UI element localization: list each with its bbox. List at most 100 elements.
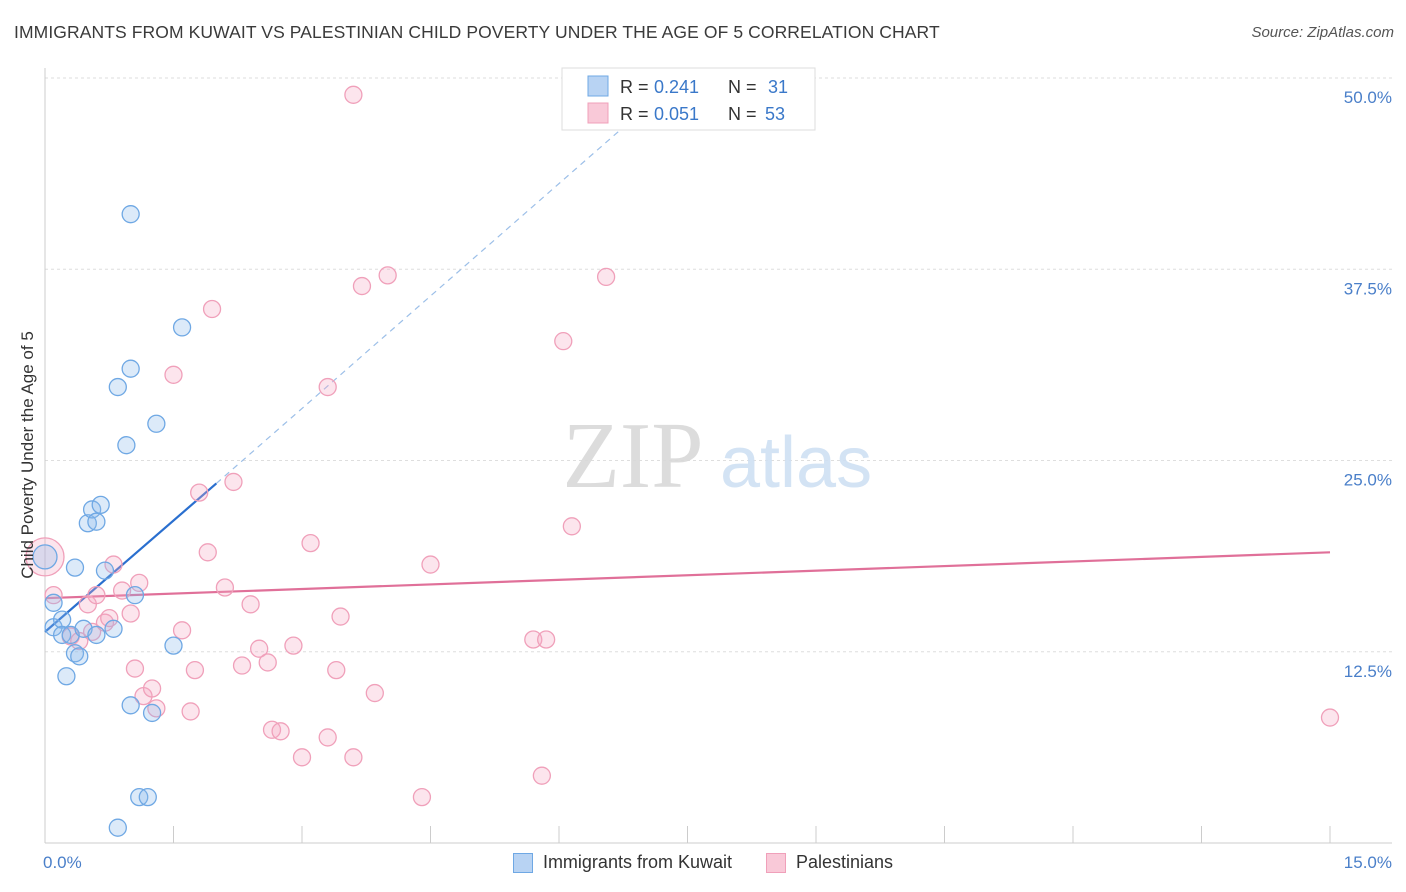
kuwait-point	[121, 359, 140, 378]
x-tick-label-max: 15.0%	[1344, 853, 1392, 872]
kuwait-point	[52, 610, 72, 629]
palestinians-point	[292, 748, 312, 767]
palestinians-point	[198, 543, 217, 562]
palestinians-point	[215, 578, 235, 597]
kuwait-point	[121, 696, 140, 715]
watermark-atlas: atlas	[720, 423, 872, 503]
palestinians-swatch	[765, 852, 786, 873]
legend-r-label-1: R =	[620, 77, 649, 97]
palestinians-point	[250, 639, 269, 658]
palestinians-point	[365, 683, 384, 703]
axes	[44, 68, 1392, 844]
kuwait-point	[95, 561, 115, 580]
y-tick-label-1: 25.0%	[1344, 471, 1392, 490]
kuwait-point	[147, 414, 166, 433]
kuwait-point	[138, 787, 157, 807]
kuwait-point	[70, 647, 89, 666]
palestinians-point	[554, 332, 573, 351]
legend-item-palestinians: Palestinians	[765, 852, 894, 873]
kuwait-trend-extension	[215, 108, 646, 484]
palestinians-point	[331, 607, 350, 626]
legend-r-value-2: 0.051	[654, 104, 699, 124]
palestinians-point	[596, 267, 616, 287]
palestinians-point	[125, 659, 145, 678]
kuwait-point	[108, 377, 127, 397]
stats-legend: R = 0.241 N = 31 R = 0.051 N = 53	[561, 67, 816, 131]
palestinians-point	[318, 377, 337, 397]
kuwait-points	[32, 205, 192, 837]
kuwait-point	[87, 625, 106, 645]
series-legend: Immigrants from Kuwait Palestinians	[0, 852, 1406, 873]
palestinians-point	[562, 517, 581, 536]
palestinians-point	[87, 585, 106, 605]
palestinians-point	[44, 585, 63, 605]
trend-lines	[44, 108, 1331, 633]
palestinians-point	[190, 483, 209, 502]
palestinians-point	[172, 621, 192, 640]
palestinians-point	[25, 537, 65, 577]
legend-n-value-1: 31	[768, 77, 788, 97]
palestinians-point	[224, 472, 243, 492]
tick-labels: 12.5% 25.0% 37.5% 50.0% 0.0% 15.0%	[43, 88, 1392, 872]
palestinians-point	[327, 660, 346, 680]
gridlines	[45, 77, 1392, 653]
palestinians-point	[232, 656, 252, 675]
watermark-zip: ZIP	[563, 404, 704, 508]
palestinians-point	[378, 266, 397, 285]
legend-n-label-1: N =	[728, 77, 757, 97]
kuwait-point	[87, 512, 106, 531]
kuwait-point	[108, 818, 127, 837]
watermark: ZIP atlas	[563, 404, 873, 508]
palestinians-point	[412, 787, 432, 807]
kuwait-trend-line	[44, 482, 218, 633]
kuwait-point	[117, 436, 136, 455]
kuwait-point	[91, 495, 110, 515]
palestinians-point	[142, 679, 162, 698]
palestinians-point	[121, 604, 140, 623]
palestinians-point	[344, 748, 363, 767]
legend-swatch-palestinians	[587, 102, 609, 124]
source-credit: Source: ZipAtlas.com	[1251, 24, 1394, 41]
palestinians-point	[202, 299, 222, 319]
kuwait-point	[104, 619, 123, 638]
kuwait-point	[44, 593, 63, 612]
palestinians-point	[421, 555, 440, 574]
legend-r-label-2: R =	[620, 104, 649, 124]
kuwait-point	[57, 667, 76, 686]
palestinians-trend-line	[44, 551, 1331, 600]
palestinians-point	[344, 85, 363, 104]
palestinians-point	[241, 595, 260, 614]
palestinians-point	[100, 608, 119, 628]
kuwait-swatch	[512, 852, 533, 873]
palestinians-point	[532, 766, 552, 785]
legend-r-value-1: 0.241	[654, 77, 699, 97]
legend-label-palestinians: Palestinians	[795, 852, 894, 872]
kuwait-point	[125, 585, 145, 605]
palestinians-point	[524, 630, 543, 649]
palestinians-point	[1320, 708, 1340, 727]
legend-item-kuwait: Immigrants from Kuwait	[512, 852, 732, 873]
palestinians-point	[284, 636, 303, 655]
legend-n-value-2: 53	[765, 104, 785, 124]
chart-title: IMMIGRANTS FROM KUWAIT VS PALESTINIAN CH…	[14, 22, 940, 42]
y-tick-label-3: 50.0%	[1344, 88, 1392, 107]
legend-swatch-kuwait	[587, 75, 609, 97]
kuwait-point	[65, 558, 85, 577]
kuwait-point	[32, 544, 58, 570]
palestinians-point	[258, 653, 277, 672]
y-tick-label-0: 12.5%	[1344, 662, 1392, 681]
kuwait-point	[164, 636, 183, 655]
palestinians-point	[318, 728, 337, 747]
legend-label-kuwait: Immigrants from Kuwait	[542, 852, 732, 872]
y-axis-label: Child Poverty Under the Age of 5	[18, 331, 37, 579]
palestinians-point	[164, 365, 183, 384]
palestinians-point	[352, 276, 372, 296]
palestinians-point	[301, 533, 320, 553]
x-tick-label-min: 0.0%	[43, 853, 82, 872]
palestinians-point	[185, 660, 205, 680]
kuwait-point	[142, 703, 162, 723]
palestinians-point	[271, 722, 290, 741]
palestinians-point	[537, 630, 556, 649]
kuwait-point	[121, 205, 140, 224]
